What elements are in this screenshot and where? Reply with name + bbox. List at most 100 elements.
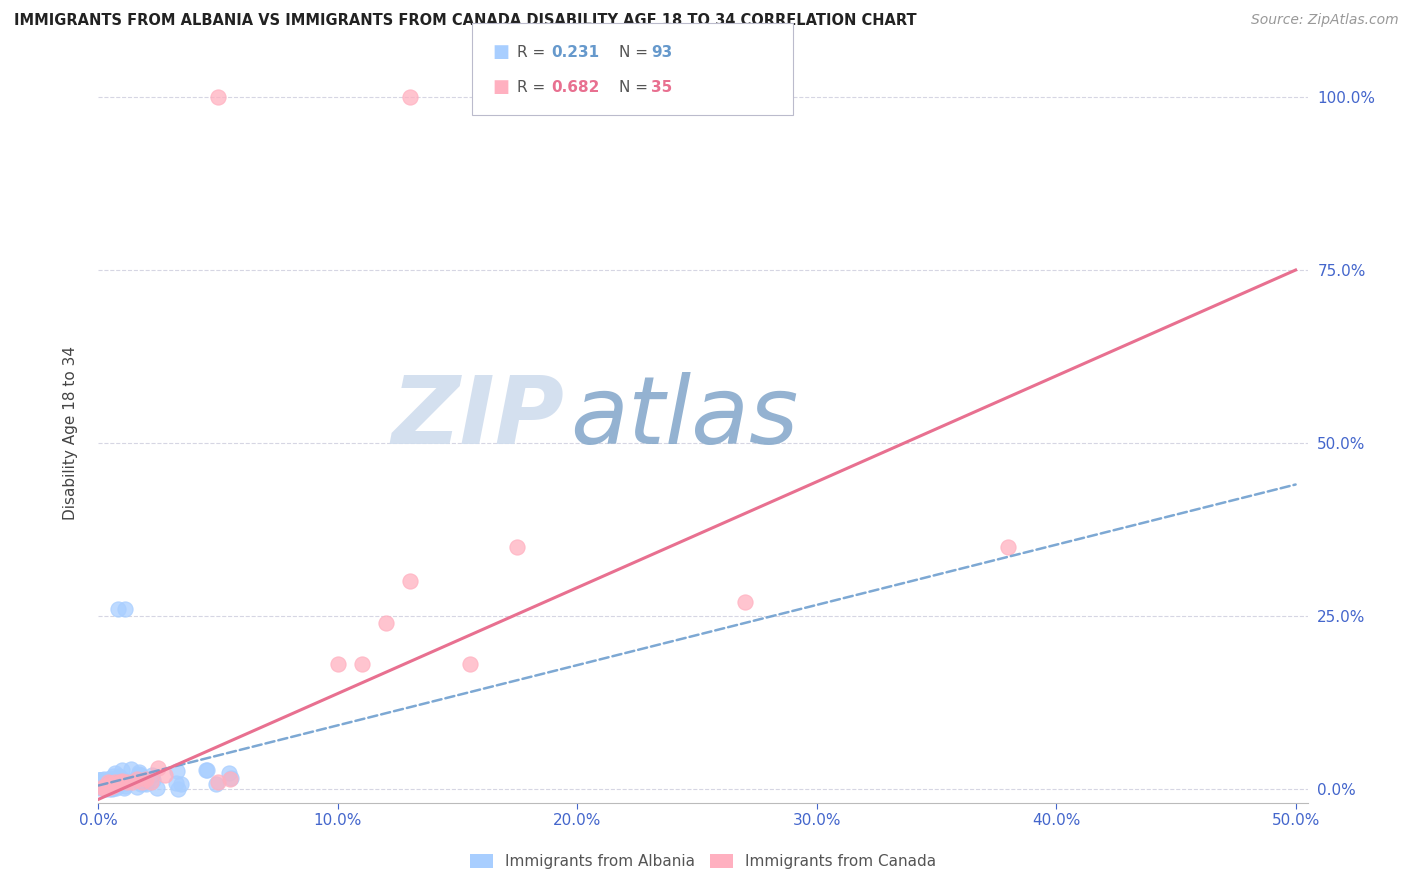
Point [94,773,117,788]
Point [350,657,373,672]
Point [91,780,114,794]
Point [101,779,124,793]
Point [91,780,114,794]
Point [125,771,148,785]
Point [90,776,112,790]
Point [100,780,122,795]
Point [94,778,117,792]
Point [121,775,143,789]
Point [139,775,162,789]
Text: ■: ■ [492,43,509,61]
Point [91,779,114,793]
Point [100,776,122,790]
Point [93,774,115,789]
Point [100,777,122,791]
Point [96,780,118,794]
Point [96,774,118,789]
Point [96,781,118,796]
Point [97,780,120,795]
Point [91,778,114,792]
Point [104,775,127,789]
Point [195,763,218,777]
Point [96,778,118,792]
Text: R =: R = [517,45,551,60]
Point [97,780,120,794]
Point [93,777,115,791]
Point [89,779,111,793]
Point [96,779,118,793]
Point [100,775,122,789]
Point [97,775,120,789]
Point [166,764,188,778]
Point [115,775,138,789]
Point [87,780,110,794]
Point [135,772,157,786]
Point [90,772,112,787]
Point [97,772,120,787]
Point [101,781,124,796]
Point [107,602,129,616]
Point [125,772,148,786]
Point [111,773,134,788]
Text: 93: 93 [651,45,672,60]
Point [146,780,169,795]
Point [107,776,129,790]
Point [107,777,129,791]
Text: atlas: atlas [569,372,799,463]
Point [114,779,136,793]
Point [142,773,165,788]
Point [398,90,420,104]
Point [108,774,131,789]
Point [128,768,150,782]
Legend: Immigrants from Albania, Immigrants from Canada: Immigrants from Albania, Immigrants from… [470,855,936,869]
Point [398,574,420,589]
Text: ■: ■ [492,78,509,96]
Text: 35: 35 [651,80,672,95]
Point [103,772,125,786]
Point [98,780,121,794]
Point [148,761,170,775]
Point [734,595,756,609]
Point [104,781,127,796]
Text: R =: R = [517,80,551,95]
Point [997,540,1019,554]
Text: Source: ZipAtlas.com: Source: ZipAtlas.com [1251,13,1399,28]
Point [91,779,114,793]
Point [506,540,529,554]
Point [98,775,121,789]
Point [91,780,114,795]
Point [127,780,149,794]
Point [101,780,124,795]
Text: ZIP: ZIP [391,372,564,464]
Point [89,773,111,788]
Point [101,775,124,789]
Point [90,773,112,788]
Point [94,779,117,793]
Point [91,780,114,794]
Point [114,602,136,616]
Point [135,777,157,791]
Point [108,769,131,783]
Point [120,762,142,776]
Point [100,780,122,794]
Point [90,774,112,789]
Point [326,657,349,672]
Point [219,771,242,785]
Point [219,772,242,786]
Point [87,780,110,795]
Point [207,775,229,789]
Point [90,772,112,787]
Point [91,780,114,795]
Point [108,775,131,789]
Point [98,772,121,786]
Point [100,779,122,793]
Point [93,772,115,787]
Point [218,765,240,780]
Point [101,780,124,795]
Point [165,775,187,789]
Point [205,777,228,791]
Point [111,763,134,777]
Point [128,767,150,781]
Point [90,778,112,792]
Point [89,777,111,791]
